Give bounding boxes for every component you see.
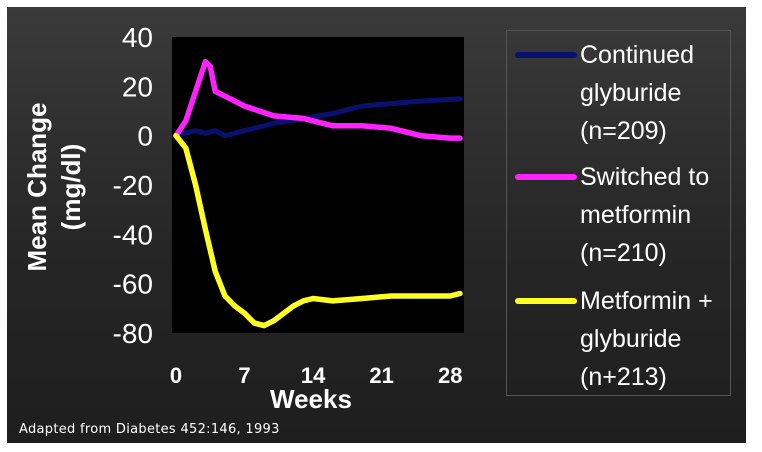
legend [506,30,731,396]
series-line [173,132,463,329]
y-axis-label-line: Mean Change [22,102,52,271]
legend-entry-switched-to-metformin: Switched to metformin (n=210) [580,163,710,267]
y-axis-label: Mean Change (mg/dl) [22,102,86,271]
x-tick-label: 21 [369,363,393,388]
series-lines [173,58,463,329]
x-axis-label: Weeks [270,384,352,414]
y-axis-tick-labels: 40 20 0 -20 -40 -60 -80 [113,22,153,349]
source-note: Adapted from Diabetes 452:146, 1993 [19,422,280,437]
x-tick-label: 14 [301,363,326,388]
y-tick-label: -20 [113,170,153,201]
series-line [173,58,463,141]
y-tick-label: -40 [113,219,153,250]
x-tick-label: 28 [438,363,462,388]
y-tick-label: -80 [113,318,153,349]
legend-entry-continued-glyburide: Continued glyburide (n=209) [580,41,694,145]
y-tick-label: 0 [137,121,153,152]
x-axis-tick-labels: 0 7 14 21 28 [170,363,463,388]
series-line [173,96,463,139]
y-tick-label: 20 [122,71,153,102]
legend-markers [515,52,577,304]
legend-entry-metformin-glyburide: Metformin + glyburide (n+213) [580,287,713,391]
x-tick-label: 7 [238,363,250,388]
y-tick-label: 40 [122,22,153,53]
x-tick-label: 0 [170,363,182,388]
y-tick-label: -60 [113,269,153,300]
y-axis-label-line: (mg/dl) [56,144,86,231]
